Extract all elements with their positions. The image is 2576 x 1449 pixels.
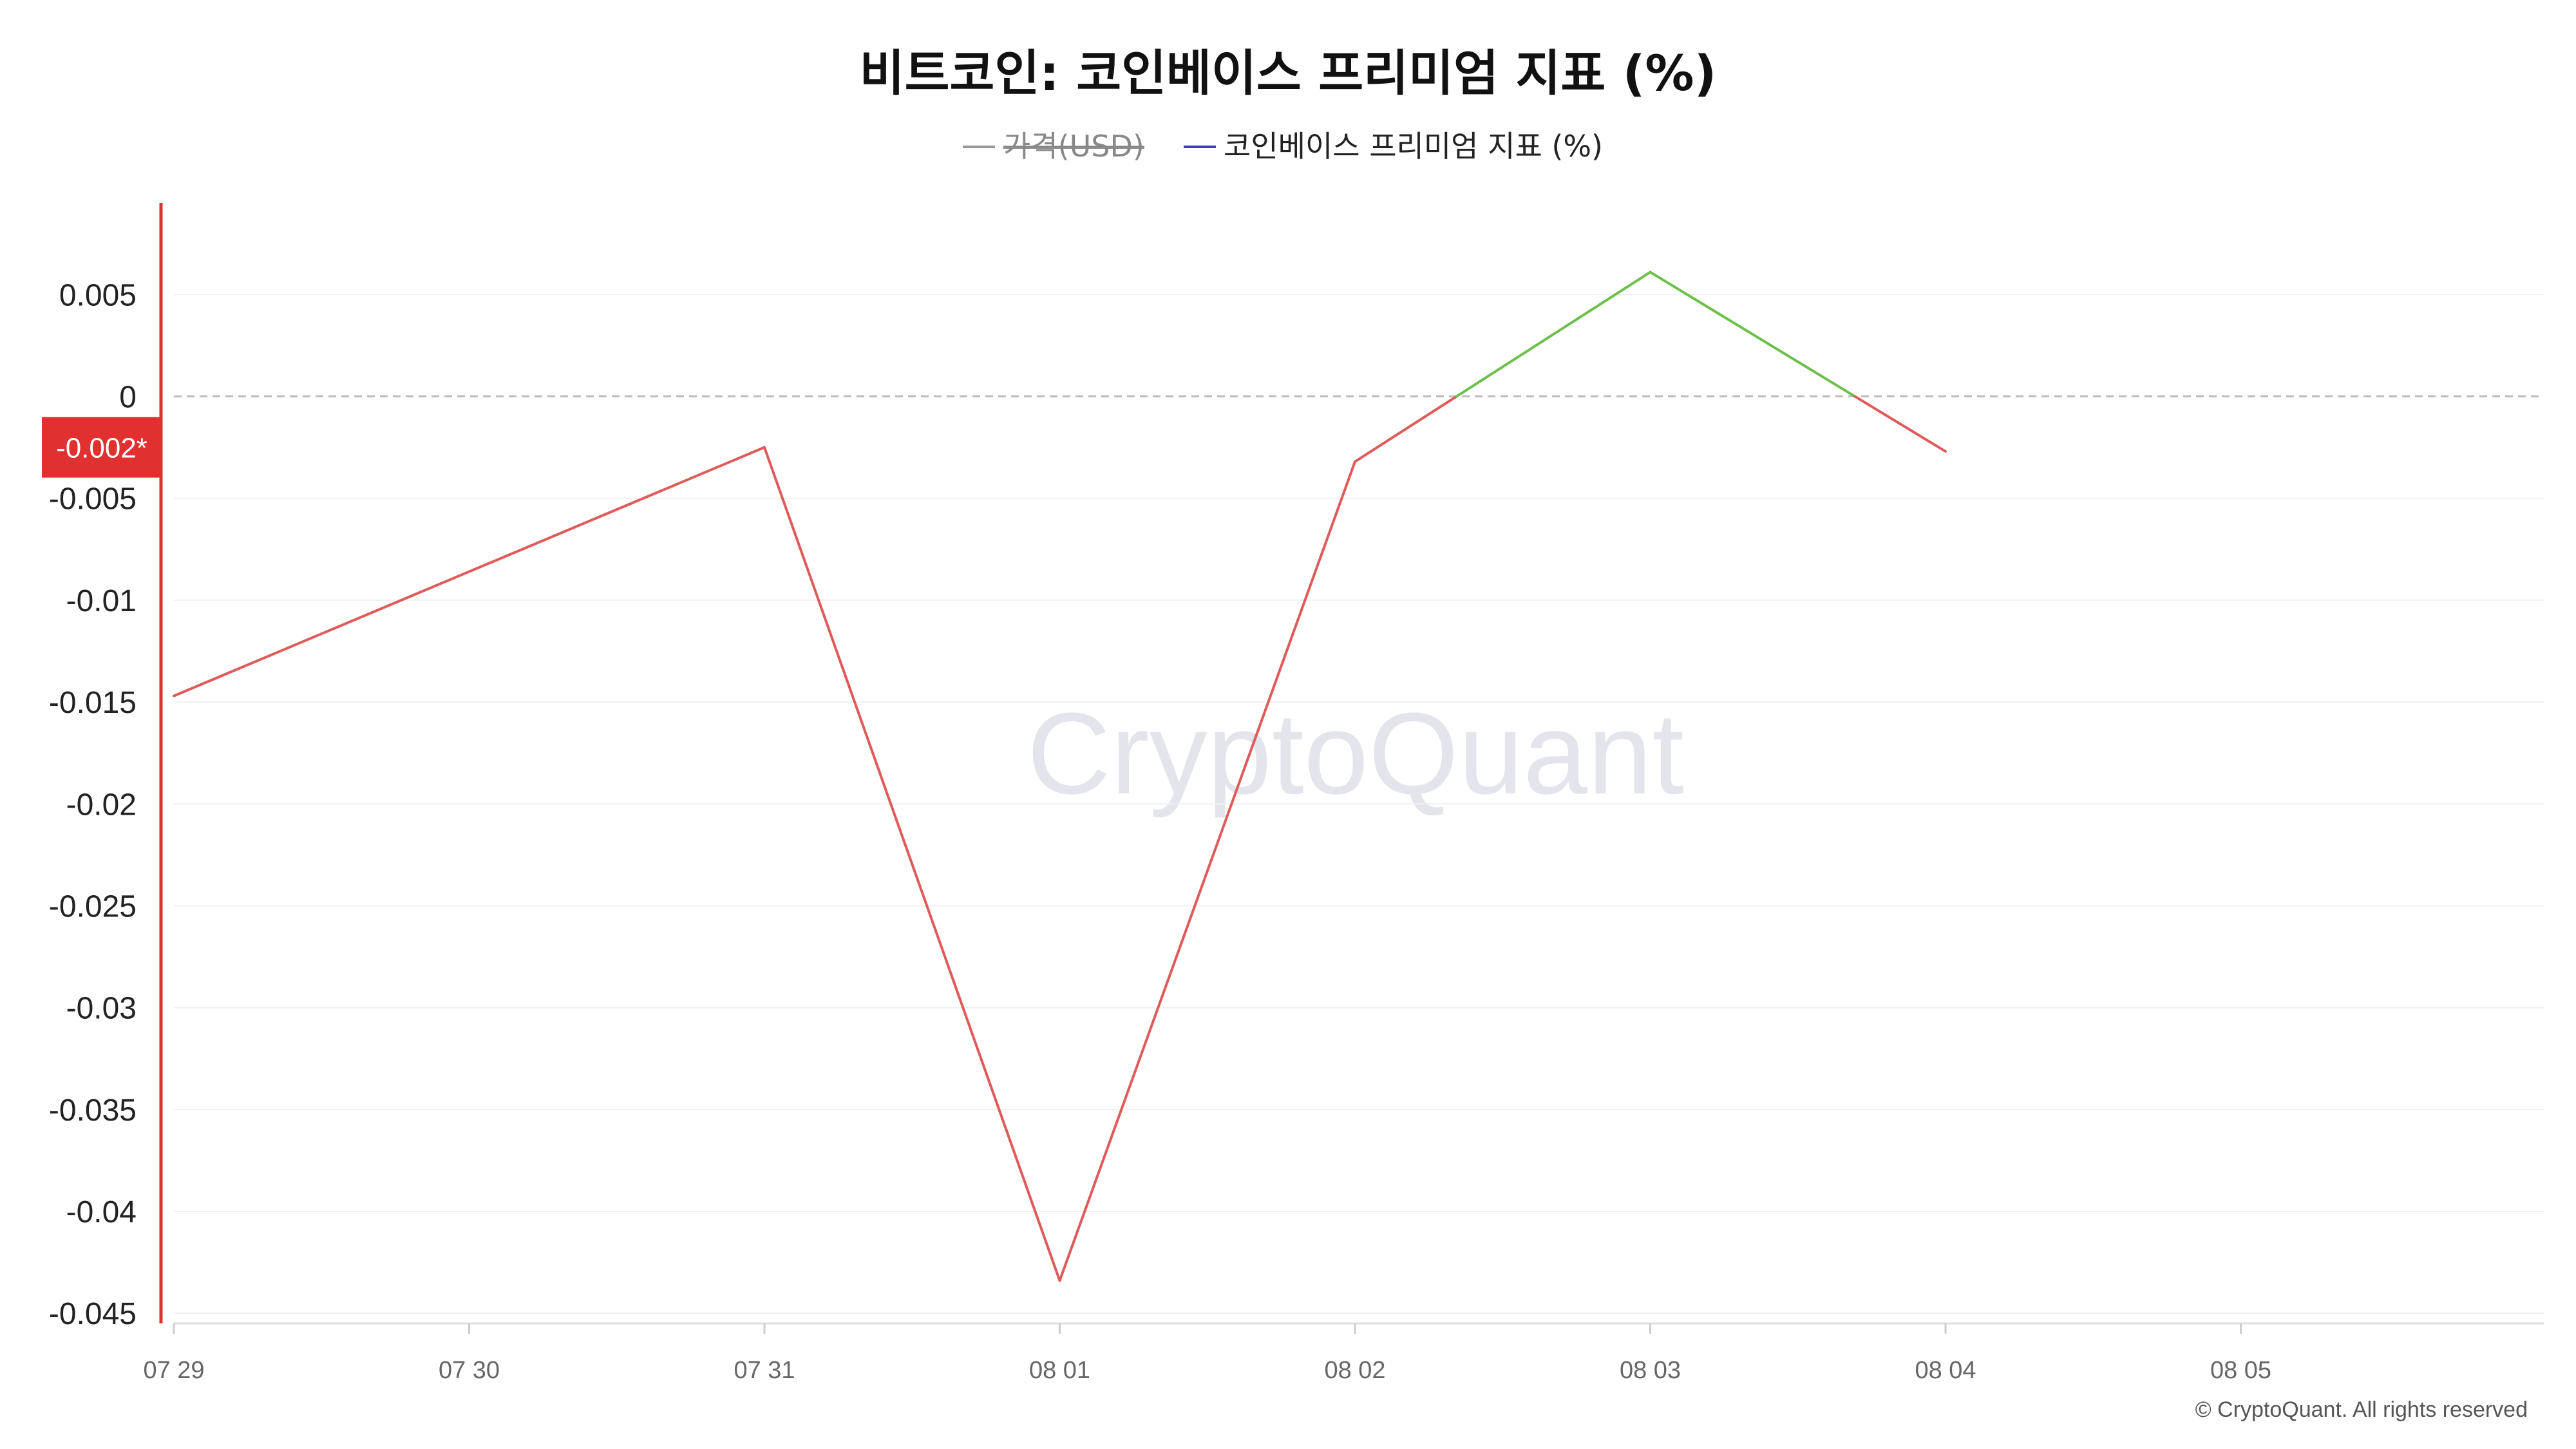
y-tick-label: -0.035 (49, 1094, 137, 1128)
y-tick-label: -0.02 (66, 788, 137, 822)
y-axis: 0.005 0 -0.005 -0.01 -0.015 -0.02 -0.025 -0.03 -… (49, 278, 137, 1331)
grid (174, 294, 2544, 1314)
legend[interactable]: 가격(USD) 코인베이스 프리미엄 지표 (%) (963, 129, 1603, 164)
series-line (173, 270, 1947, 1282)
y-tick-label: -0.04 (66, 1195, 137, 1229)
y-tick-label: -0.01 (66, 584, 137, 618)
y-tick-label: 0.005 (59, 278, 137, 312)
copyright: © CryptoQuant. All rights reserved (2195, 1397, 2528, 1422)
x-tick-label: 08 01 (1029, 1357, 1090, 1384)
current-value-label: -0.002* (42, 417, 162, 478)
x-tick-label: 08 02 (1324, 1357, 1385, 1384)
series-segment (763, 446, 1061, 1282)
x-tick-label: 08 05 (2210, 1357, 2271, 1384)
current-value-text: -0.002* (56, 433, 147, 464)
x-tick-label: 08 04 (1915, 1357, 1976, 1384)
y-tick-label: -0.03 (66, 992, 137, 1026)
series-segment (1058, 460, 1356, 1282)
series-segment (1649, 270, 1857, 398)
y-tick-label: -0.025 (49, 889, 137, 923)
y-tick-label: -0.045 (49, 1297, 137, 1331)
x-tick-label: 07 30 (439, 1357, 500, 1384)
series-segment (1455, 270, 1652, 398)
y-tick-label: 0 (119, 381, 137, 415)
chart-title: 비트코인: 코인베이스 프리미엄 지표 (%) (860, 44, 1717, 102)
y-tick-label: -0.005 (49, 482, 137, 516)
x-tick-label: 07 29 (143, 1357, 204, 1384)
current-value-badge (42, 417, 162, 478)
watermark: CryptoQuant (1027, 689, 1685, 819)
y-tick-label: -0.015 (49, 686, 137, 720)
legend-label-premium[interactable]: 코인베이스 프리미엄 지표 (%) (1224, 129, 1603, 164)
series-segment (1853, 395, 1947, 453)
x-tick-label: 07 31 (734, 1357, 795, 1384)
x-axis: 07 29 07 30 07 31 08 01 08 02 08 03 08 04 08 05 (143, 1322, 2544, 1384)
series-segment (173, 446, 766, 697)
x-tick-label: 08 03 (1620, 1357, 1681, 1384)
series-segment (1354, 395, 1458, 463)
legend-label-price[interactable]: 가격(USD) (1003, 129, 1144, 164)
